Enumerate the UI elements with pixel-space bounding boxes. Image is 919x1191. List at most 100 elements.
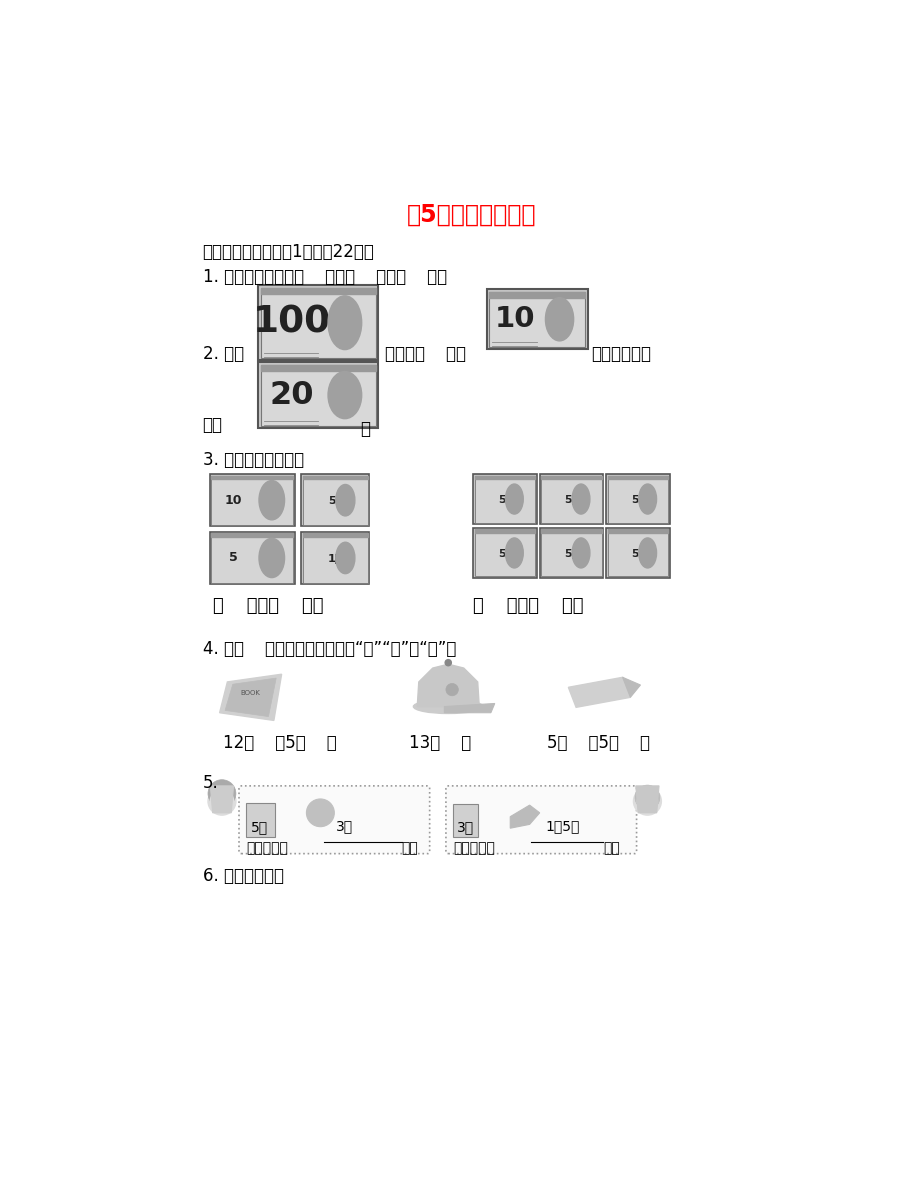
Text: 5角: 5角 <box>630 494 644 504</box>
FancyBboxPatch shape <box>446 786 636 854</box>
Text: 20: 20 <box>269 380 314 411</box>
Polygon shape <box>510 805 539 828</box>
Bar <box>607 530 667 534</box>
FancyBboxPatch shape <box>210 475 293 525</box>
Text: 一、填一填。（每窐1分，全22分）: 一、填一填。（每窐1分，全22分） <box>202 243 374 261</box>
Polygon shape <box>225 678 276 717</box>
FancyBboxPatch shape <box>301 531 369 584</box>
Bar <box>474 475 535 480</box>
Circle shape <box>634 785 659 810</box>
Text: 5角: 5角 <box>563 548 578 557</box>
FancyBboxPatch shape <box>606 528 669 578</box>
Ellipse shape <box>638 484 656 515</box>
Text: 2. 一张: 2. 一张 <box>202 344 244 363</box>
Text: 錢。: 錢。 <box>603 841 619 855</box>
Circle shape <box>208 780 235 807</box>
Text: 我一共花了: 我一共花了 <box>246 841 289 855</box>
FancyBboxPatch shape <box>607 530 667 576</box>
Bar <box>302 534 368 537</box>
Circle shape <box>210 788 234 813</box>
Text: 3. 写出下面的錢数。: 3. 写出下面的錢数。 <box>202 451 303 469</box>
FancyBboxPatch shape <box>606 474 669 524</box>
FancyBboxPatch shape <box>539 528 603 578</box>
Ellipse shape <box>335 485 355 516</box>
Text: 5角: 5角 <box>630 548 644 557</box>
FancyBboxPatch shape <box>474 475 535 523</box>
Text: ，还可以换（: ，还可以换（ <box>591 344 651 363</box>
Text: 3元: 3元 <box>335 819 353 833</box>
Bar <box>210 475 293 480</box>
FancyBboxPatch shape <box>539 474 603 524</box>
Polygon shape <box>635 786 658 812</box>
Text: 5角: 5角 <box>497 548 511 557</box>
Ellipse shape <box>572 484 589 515</box>
FancyBboxPatch shape <box>245 803 275 837</box>
Polygon shape <box>444 704 494 712</box>
Ellipse shape <box>545 298 573 341</box>
Text: 第5单元跟踪检测卷: 第5单元跟踪检测卷 <box>406 202 536 227</box>
Circle shape <box>306 799 334 827</box>
Text: 13（    ）: 13（ ） <box>409 735 471 753</box>
FancyBboxPatch shape <box>472 528 536 578</box>
Bar <box>260 288 376 294</box>
Ellipse shape <box>335 542 355 574</box>
FancyBboxPatch shape <box>607 475 667 523</box>
Text: 5角: 5角 <box>327 495 342 505</box>
Ellipse shape <box>505 484 523 515</box>
FancyBboxPatch shape <box>540 530 601 576</box>
Ellipse shape <box>259 538 284 578</box>
Polygon shape <box>210 786 233 812</box>
Ellipse shape <box>328 372 361 419</box>
Text: 1元5角: 1元5角 <box>545 819 579 833</box>
Polygon shape <box>622 678 640 697</box>
Text: 1角: 1角 <box>327 553 342 563</box>
Text: （    ）元（    ）角: （ ）元（ ）角 <box>213 597 323 616</box>
Bar <box>210 534 293 537</box>
Circle shape <box>633 787 661 815</box>
Text: 10: 10 <box>224 494 242 506</box>
FancyBboxPatch shape <box>210 534 293 582</box>
Ellipse shape <box>413 699 482 713</box>
Bar <box>607 475 667 480</box>
FancyBboxPatch shape <box>210 531 294 584</box>
Ellipse shape <box>328 295 361 350</box>
FancyBboxPatch shape <box>260 288 376 357</box>
FancyBboxPatch shape <box>472 474 536 524</box>
Text: 10: 10 <box>494 305 535 333</box>
Text: 。: 。 <box>359 420 369 438</box>
Circle shape <box>445 660 451 666</box>
Text: 4. 在（    ）里填上合适的单位“元”“角”或“分”。: 4. 在（ ）里填上合适的单位“元”“角”或“分”。 <box>202 640 456 657</box>
Bar <box>540 530 601 534</box>
Circle shape <box>636 791 658 812</box>
Text: 1. 人民币的单位有（    ）、（    ）、（    ）。: 1. 人民币的单位有（ ）、（ ）、（ ）。 <box>202 268 447 286</box>
Polygon shape <box>220 674 281 721</box>
Bar <box>302 475 368 480</box>
Text: 3元: 3元 <box>456 819 473 834</box>
Text: ）张: ）张 <box>202 417 222 435</box>
Text: 我一共花了: 我一共花了 <box>453 841 495 855</box>
Ellipse shape <box>259 480 284 519</box>
Ellipse shape <box>505 538 523 568</box>
Bar <box>474 530 535 534</box>
FancyBboxPatch shape <box>301 474 369 526</box>
FancyBboxPatch shape <box>258 362 378 428</box>
Polygon shape <box>568 678 630 707</box>
FancyBboxPatch shape <box>239 786 429 854</box>
Ellipse shape <box>638 538 656 568</box>
FancyBboxPatch shape <box>260 364 376 425</box>
Text: 5角: 5角 <box>563 494 578 504</box>
FancyBboxPatch shape <box>210 474 294 526</box>
FancyBboxPatch shape <box>540 475 601 523</box>
Text: BOOK: BOOK <box>241 691 260 697</box>
Text: 5: 5 <box>229 551 237 565</box>
Bar <box>489 292 584 298</box>
Text: 5角: 5角 <box>251 819 268 834</box>
FancyBboxPatch shape <box>489 292 584 347</box>
Text: 5角: 5角 <box>497 494 511 504</box>
FancyBboxPatch shape <box>486 289 587 349</box>
Circle shape <box>208 787 235 815</box>
Text: 100: 100 <box>253 305 331 341</box>
Text: 6. 我会买物品。: 6. 我会买物品。 <box>202 867 283 885</box>
Bar <box>540 475 601 480</box>
Text: 錢。: 錢。 <box>402 841 418 855</box>
